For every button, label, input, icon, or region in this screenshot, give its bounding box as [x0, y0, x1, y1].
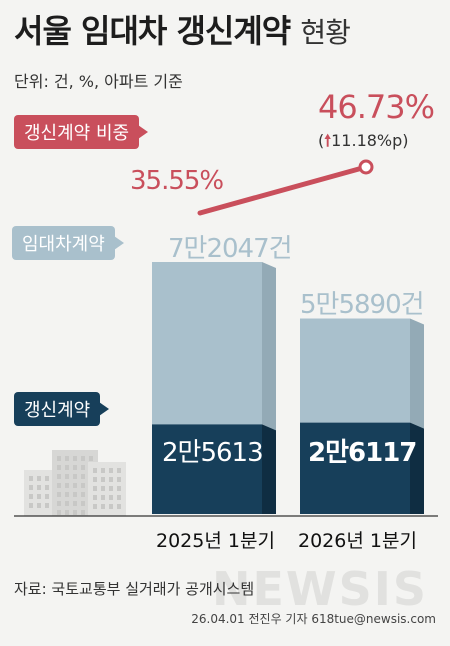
title-main-text: 서울 임대차 갱신계약: [14, 12, 291, 50]
legend-total-pill: 임대차계약: [12, 226, 124, 260]
newsis-watermark-logo: NEWSIS: [211, 562, 428, 616]
total-label-2026: 5만5890건: [300, 290, 425, 320]
ratio-label-2025: 35.55%: [130, 166, 224, 196]
renewal-bar-side-1: [410, 422, 424, 514]
building-illustration: [24, 450, 126, 516]
x-tick-label-2025: 2025년 1분기: [156, 530, 275, 552]
total-label-2025: 7만2047건: [168, 234, 293, 264]
legend-ratio-label: 갱신계약 비중: [24, 123, 130, 144]
x-tick-label-2026: 2026년 1분기: [298, 530, 417, 552]
ratio-point-2026: [358, 159, 374, 175]
renewal-label-2025: 2만5613: [162, 438, 264, 468]
source-note: 자료: 국토교통부 실거래가 공개시스템: [14, 580, 255, 598]
credit-line: 26.04.01 전진우 기자 618tue@newsis.com: [191, 612, 436, 626]
legend-ratio-pill: 갱신계약 비중: [14, 115, 149, 149]
title-sub-text: 현황: [300, 16, 351, 49]
renewal-bar-side-0: [262, 424, 276, 514]
up-arrow-icon: 🠕: [324, 131, 332, 150]
page-title: 서울 임대차 갱신계약 현황: [14, 6, 351, 52]
change-annotation: (🠕11.18%p): [318, 131, 409, 150]
change-value: 11.18%p: [331, 131, 403, 150]
legend-renewal-pill: 갱신계약: [14, 392, 110, 426]
legend-total-label: 임대차계약: [22, 234, 105, 255]
ratio-line: [197, 164, 369, 216]
renewal-bar-1: [300, 422, 410, 514]
renewal-bar-0: [152, 424, 262, 514]
renewal-label-2026: 2만6117: [308, 438, 417, 468]
unit-note: 단위: 건, %, 아파트 기준: [14, 72, 183, 91]
ratio-label-2026: 46.73%: [318, 88, 435, 126]
legend-renewal-label: 갱신계약: [24, 400, 91, 421]
